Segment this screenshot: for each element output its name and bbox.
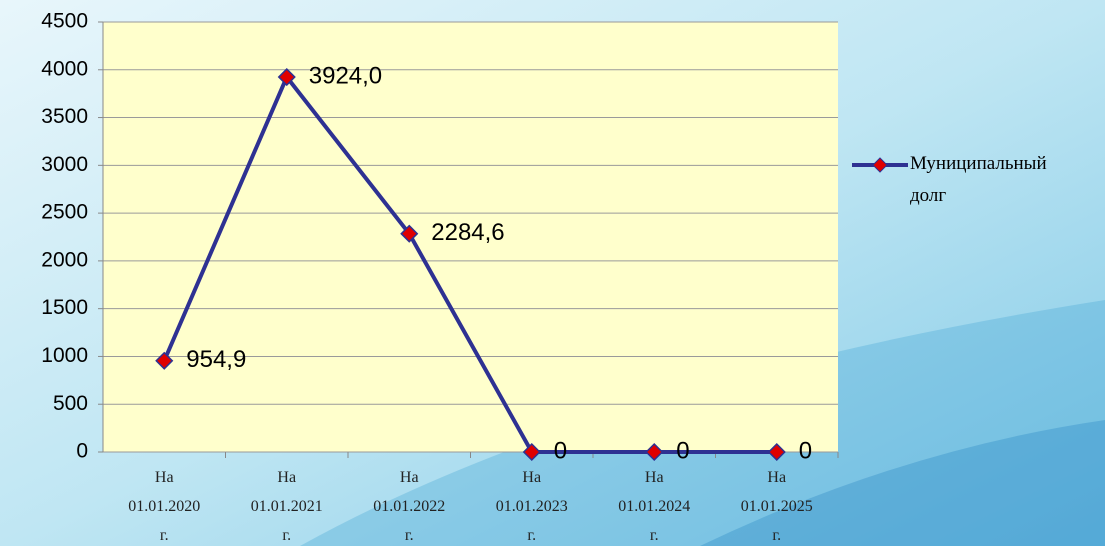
page: 050010001500200025003000350040004500На01… (0, 0, 1105, 546)
y-tick-label: 3500 (41, 105, 88, 128)
chart: 050010001500200025003000350040004500На01… (0, 0, 1105, 546)
y-tick-label: 3000 (41, 153, 88, 176)
value-label: 954,9 (186, 346, 246, 373)
y-tick-label: 0 (76, 440, 88, 463)
y-tick-label: 500 (53, 392, 88, 415)
value-label: 2284,6 (431, 219, 504, 246)
y-tick-label: 1500 (41, 296, 88, 319)
value-label: 3924,0 (309, 62, 382, 89)
value-label: 0 (799, 437, 812, 464)
value-label: 0 (676, 437, 689, 464)
y-tick-label: 2500 (41, 201, 88, 224)
y-tick-label: 2000 (41, 248, 88, 271)
y-tick-label: 4500 (41, 10, 88, 33)
y-tick-label: 4000 (41, 57, 88, 80)
y-tick-label: 1000 (41, 344, 88, 367)
value-label: 0 (554, 437, 567, 464)
